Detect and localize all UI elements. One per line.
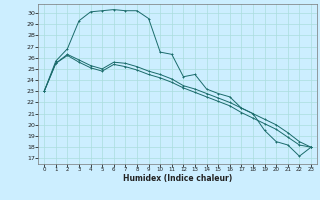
X-axis label: Humidex (Indice chaleur): Humidex (Indice chaleur) (123, 174, 232, 183)
